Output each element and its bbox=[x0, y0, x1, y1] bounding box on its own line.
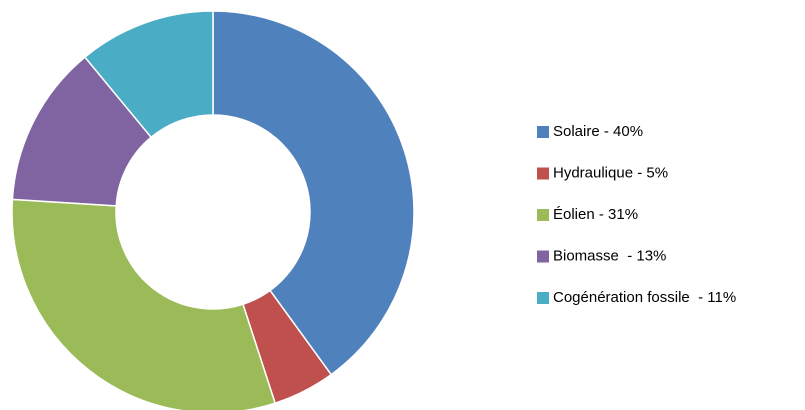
donut-slice bbox=[11, 198, 277, 410]
legend-swatch bbox=[537, 167, 549, 180]
legend-label: Éolien - 31% bbox=[553, 206, 638, 223]
legend-label: Biomasse - 13% bbox=[553, 247, 666, 264]
donut-slice bbox=[83, 10, 214, 139]
legend-label: Solaire - 40% bbox=[553, 123, 643, 140]
legend-swatch bbox=[537, 126, 549, 138]
legend-swatch bbox=[537, 250, 549, 263]
legend-label: Hydraulique - 5% bbox=[553, 164, 668, 181]
legend-swatch bbox=[537, 292, 549, 304]
donut-slice bbox=[212, 10, 415, 376]
legend-swatch bbox=[537, 209, 549, 221]
legend-label: Cogénération fossile - 11% bbox=[553, 289, 736, 306]
